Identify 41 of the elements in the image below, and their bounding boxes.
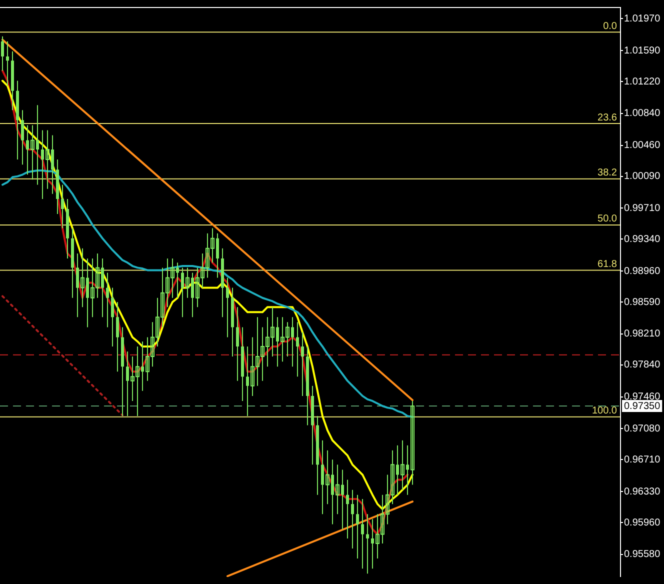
candlestick <box>351 489 354 549</box>
candlestick <box>236 306 239 382</box>
y-tick-label: 1.00090 <box>624 171 661 182</box>
y-tick-label: 0.99340 <box>624 234 661 245</box>
candlestick <box>21 110 24 166</box>
annotation: 0.0 <box>603 20 618 32</box>
y-tick-label: 0.96330 <box>624 486 661 498</box>
candlestick <box>111 287 114 347</box>
y-tick-label: 0.97840 <box>624 360 661 371</box>
candlestick <box>366 514 369 574</box>
ref-line-label: 0.97350 <box>624 400 661 412</box>
candlestick <box>116 302 119 372</box>
y-tick-label: 0.98590 <box>624 296 661 308</box>
y-tick-label: 0.97460 <box>624 392 661 403</box>
y-tick-label: 1.01220 <box>624 76 661 88</box>
y-tick-label: 0.95580 <box>624 549 661 560</box>
annotation: 61.8 <box>598 258 618 270</box>
candlestick <box>226 277 229 338</box>
y-tick-label: 1.00460 <box>624 140 661 152</box>
annotation: 100.0 <box>592 406 618 417</box>
y-tick-label: 1.01590 <box>624 45 661 56</box>
candlestick <box>6 40 9 86</box>
annotation: 23.6 <box>598 112 618 124</box>
y-tick-label: 0.95960 <box>624 517 661 528</box>
y-tick-label: 0.96710 <box>624 454 661 466</box>
candlestick <box>361 498 364 570</box>
candlestick <box>356 494 359 560</box>
y-tick-label: 1.01970 <box>624 13 661 24</box>
y-tick-label: 0.98210 <box>624 328 661 340</box>
y-tick-label: 0.99710 <box>624 202 661 214</box>
y-tick-label: 0.97080 <box>624 423 661 434</box>
candlestick <box>346 479 349 539</box>
candlestick <box>1 36 4 72</box>
annotation: 50.0 <box>598 214 618 225</box>
candlestick <box>296 322 299 378</box>
annotation: 38.2 <box>598 168 618 179</box>
candlestick <box>301 332 304 396</box>
y-tick-label: 0.98960 <box>624 266 661 277</box>
candlestick <box>61 184 64 229</box>
candlestick <box>106 272 109 328</box>
y-tick-label: 1.00840 <box>624 108 661 120</box>
